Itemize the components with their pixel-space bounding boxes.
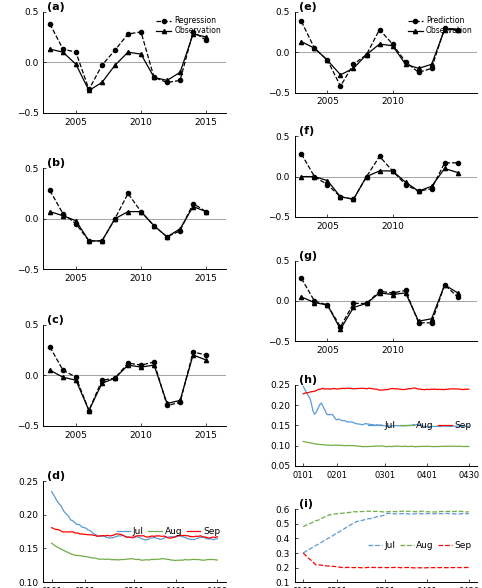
- Legend: Jul, Aug, Sep: Jul, Aug, Sep: [367, 420, 473, 431]
- Text: (b): (b): [47, 158, 65, 168]
- Text: (g): (g): [298, 250, 317, 260]
- Text: (h): (h): [298, 375, 317, 385]
- Text: (a): (a): [47, 2, 65, 12]
- Text: (c): (c): [47, 315, 64, 325]
- Text: (f): (f): [298, 126, 314, 136]
- Legend: Regression, Observation: Regression, Observation: [155, 15, 222, 36]
- Text: (i): (i): [298, 499, 312, 509]
- Legend: Jul, Aug, Sep: Jul, Aug, Sep: [116, 526, 221, 537]
- Legend: Prediction, Observation: Prediction, Observation: [407, 15, 473, 36]
- Legend: Jul, Aug, Sep: Jul, Aug, Sep: [367, 540, 473, 551]
- Text: (e): (e): [298, 2, 316, 12]
- Text: (d): (d): [47, 471, 65, 481]
